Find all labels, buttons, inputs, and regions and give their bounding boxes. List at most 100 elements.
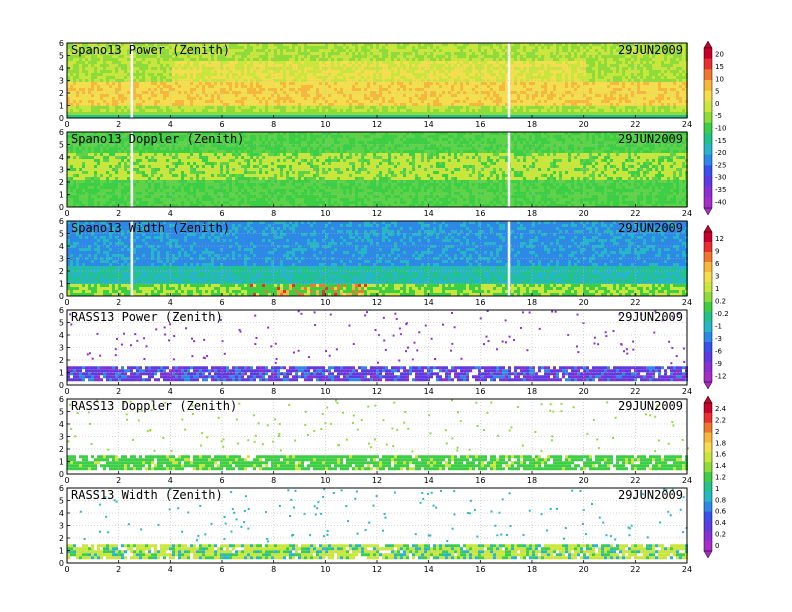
x-tick-label: 18 bbox=[527, 387, 537, 396]
colorbar-label: -5 bbox=[715, 112, 722, 120]
x-tick-label: 2 bbox=[116, 209, 121, 218]
colorbar-swatch bbox=[704, 423, 712, 433]
y-tick-label: 4 bbox=[59, 153, 64, 162]
x-tick-label: 16 bbox=[475, 476, 485, 485]
x-tick-label: 4 bbox=[168, 209, 173, 218]
y-tick-label: 4 bbox=[59, 420, 64, 429]
colorbar-swatch bbox=[704, 292, 712, 302]
y-tick-label: 4 bbox=[59, 331, 64, 340]
x-tick-label: 8 bbox=[271, 565, 276, 574]
x-tick-label: 6 bbox=[219, 387, 224, 396]
x-tick-label: 14 bbox=[424, 298, 434, 307]
colorbar-swatch bbox=[704, 176, 712, 187]
x-tick-label: 6 bbox=[219, 298, 224, 307]
x-tick-label: 0 bbox=[64, 476, 69, 485]
x-tick-label: 12 bbox=[372, 298, 382, 307]
y-tick-label: 0 bbox=[59, 292, 64, 301]
y-tick-label: 2 bbox=[59, 534, 64, 543]
x-tick-label: 12 bbox=[372, 209, 382, 218]
colorbar-swatch bbox=[704, 472, 712, 482]
y-tick-label: 1 bbox=[59, 191, 64, 200]
x-tick-label: 22 bbox=[630, 476, 640, 485]
x-tick-label: 6 bbox=[219, 209, 224, 218]
colorbar-label: -6 bbox=[715, 347, 723, 355]
x-tick-label: 22 bbox=[630, 387, 640, 396]
x-tick-label: 24 bbox=[682, 209, 692, 218]
x-tick-label: 20 bbox=[579, 476, 589, 485]
y-tick-label: 0 bbox=[59, 114, 64, 123]
colorbar-cap-bottom bbox=[704, 208, 712, 215]
panel-title: Spano13 Width (Zenith) bbox=[71, 221, 230, 235]
colorbar-label: -9 bbox=[715, 360, 722, 368]
colorbar-label: 20 bbox=[715, 51, 724, 59]
x-tick-label: 6 bbox=[219, 565, 224, 574]
colorbar-swatch bbox=[704, 155, 712, 166]
x-tick-label: 12 bbox=[372, 387, 382, 396]
x-tick-label: 4 bbox=[168, 476, 173, 485]
colorbar-label: -20 bbox=[715, 149, 726, 157]
colorbar-swatch bbox=[704, 482, 712, 492]
y-tick-label: 5 bbox=[59, 141, 64, 150]
colorbar-swatch bbox=[704, 541, 712, 551]
y-tick-label: 1 bbox=[59, 369, 64, 378]
x-tick-label: 18 bbox=[527, 209, 537, 218]
colorbar-label: -12 bbox=[715, 372, 726, 380]
colorbar-swatch bbox=[704, 352, 712, 362]
colorbar-label: 0.2 bbox=[715, 530, 726, 538]
colorbar-label: 1.2 bbox=[715, 474, 726, 482]
colorbar-swatch bbox=[704, 342, 712, 352]
x-tick-label: 10 bbox=[320, 387, 330, 396]
colorbar-swatch bbox=[704, 262, 712, 272]
colorbar-swatch bbox=[704, 80, 712, 91]
colorbar-swatch bbox=[704, 442, 712, 452]
y-tick-label: 6 bbox=[59, 217, 64, 226]
colorbar-swatch bbox=[704, 112, 712, 123]
x-tick-label: 14 bbox=[424, 387, 434, 396]
x-tick-label: 8 bbox=[271, 387, 276, 396]
x-tick-label: 4 bbox=[168, 565, 173, 574]
colorbar-label: 1 bbox=[715, 285, 719, 293]
x-tick-label: 8 bbox=[271, 120, 276, 129]
panel-date: 29JUN2009 bbox=[618, 310, 683, 324]
y-tick-label: 5 bbox=[59, 230, 64, 239]
x-tick-label: 6 bbox=[219, 120, 224, 129]
y-tick-label: 5 bbox=[59, 52, 64, 61]
x-tick-label: 2 bbox=[116, 476, 121, 485]
colorbar-cap-top bbox=[704, 396, 712, 403]
x-tick-label: 20 bbox=[579, 209, 589, 218]
colorbar-swatch bbox=[704, 462, 712, 472]
colorbar-label: -1 bbox=[715, 322, 722, 330]
colorbar-swatch bbox=[704, 512, 712, 522]
x-tick-label: 10 bbox=[320, 476, 330, 485]
colorbar-label: 2.4 bbox=[715, 405, 727, 413]
y-tick-label: 0 bbox=[59, 203, 64, 212]
colorbar-label: -40 bbox=[715, 198, 726, 206]
colorbar-swatch bbox=[704, 531, 712, 541]
x-tick-label: 14 bbox=[424, 209, 434, 218]
x-tick-label: 0 bbox=[64, 387, 69, 396]
colorbar-label: -10 bbox=[715, 125, 726, 133]
colorbar-label: 0 bbox=[715, 542, 719, 550]
x-tick-label: 22 bbox=[630, 565, 640, 574]
colorbar-swatch bbox=[704, 165, 712, 176]
colorbar-label: 10 bbox=[715, 75, 724, 83]
y-tick-label: 4 bbox=[59, 64, 64, 73]
panel-date: 29JUN2009 bbox=[618, 221, 683, 235]
colorbar-swatch bbox=[704, 521, 712, 531]
colorbar-label: -15 bbox=[715, 137, 726, 145]
colorbar-swatch bbox=[704, 232, 712, 242]
x-tick-label: 14 bbox=[424, 476, 434, 485]
colorbar-label: 2 bbox=[715, 428, 719, 436]
y-tick-label: 2 bbox=[59, 445, 64, 454]
x-tick-label: 18 bbox=[527, 565, 537, 574]
x-tick-label: 18 bbox=[527, 298, 537, 307]
colorbar-label: 0 bbox=[715, 100, 719, 108]
y-tick-label: 4 bbox=[59, 509, 64, 518]
x-tick-label: 0 bbox=[64, 209, 69, 218]
colorbar-swatch bbox=[704, 101, 712, 112]
colorbar-swatch bbox=[704, 492, 712, 502]
